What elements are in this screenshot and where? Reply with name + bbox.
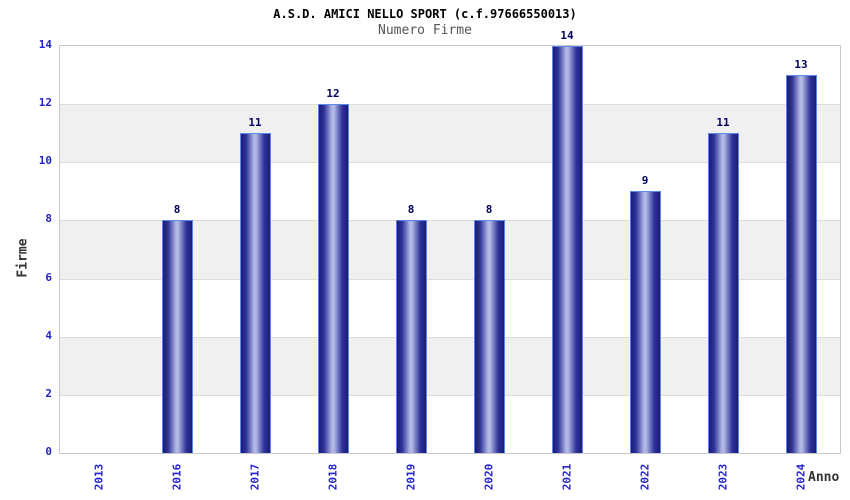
bar-2019	[395, 220, 427, 453]
y-tick-label-0: 0	[45, 445, 52, 458]
bar-2020	[473, 220, 505, 453]
bar-value-label-2017: 11	[248, 116, 262, 130]
bar-value-label-2019: 8	[407, 203, 415, 217]
gridline	[60, 162, 840, 164]
bar-value-label-2018: 12	[326, 87, 340, 101]
x-tick-label-2019: 2019	[404, 463, 418, 491]
y-tick-label-4: 4	[45, 328, 52, 342]
x-tick-label-2016: 2016	[170, 463, 184, 491]
bar-value-label-2021: 14	[560, 29, 574, 42]
y-tick-label-6: 6	[45, 270, 52, 284]
y-tick-label-10: 10	[38, 154, 52, 168]
gridline	[60, 220, 840, 222]
x-tick-label-2022: 2022	[638, 463, 652, 491]
bar-2022	[629, 191, 661, 453]
gridline	[60, 394, 840, 396]
bar-2023	[707, 133, 739, 453]
bar-value-label-2023: 11	[716, 116, 730, 130]
x-tick-label-2020: 2020	[482, 463, 496, 491]
chart-subtitle: Numero Firme	[378, 23, 472, 38]
y-tick-label-14: 14	[38, 38, 52, 51]
bar-value-label-2016: 8	[173, 203, 181, 217]
y-tick-label-2: 2	[45, 386, 52, 400]
x-tick-label-2021: 2021	[560, 463, 574, 491]
gridline	[60, 278, 840, 280]
background-band	[60, 46, 840, 105]
y-tick-label-12: 12	[38, 96, 52, 110]
x-axis-title: Anno	[808, 470, 840, 485]
x-tick-label-2013: 2013	[92, 463, 106, 491]
x-tick-label-2018: 2018	[326, 463, 340, 491]
gridline	[60, 104, 840, 106]
bar-value-label-2020: 8	[485, 203, 493, 217]
gridline	[60, 336, 840, 338]
y-tick-label-8: 8	[45, 212, 52, 226]
bar-value-label-2022: 9	[641, 174, 649, 188]
plot-area: 8 11 12 8 8 14 9 11 13	[59, 29, 841, 454]
chart-title: A.S.D. AMICI NELLO SPORT (c.f.9766655001…	[273, 7, 577, 21]
bar-2021	[551, 46, 583, 453]
bar-2018	[317, 104, 349, 453]
x-tick-label-2024: 2024	[794, 463, 808, 491]
bar-2017	[239, 133, 271, 453]
bar-2024	[785, 75, 817, 453]
bar-2016	[161, 220, 193, 453]
x-tick-label-2017: 2017	[248, 463, 262, 491]
x-tick-label-2023: 2023	[716, 463, 730, 491]
bar-value-label-2024: 13	[794, 58, 808, 72]
